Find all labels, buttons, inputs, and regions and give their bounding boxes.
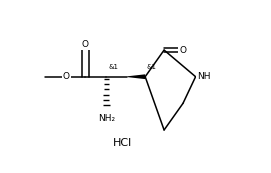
Text: &1: &1 — [108, 64, 118, 70]
Text: HCl: HCl — [112, 138, 132, 148]
Text: NH₂: NH₂ — [98, 114, 115, 123]
Text: O: O — [179, 45, 186, 54]
Text: O: O — [82, 40, 89, 49]
Polygon shape — [127, 74, 145, 79]
Text: O: O — [63, 72, 70, 81]
Text: &1: &1 — [147, 64, 157, 70]
Text: NH: NH — [197, 72, 211, 81]
